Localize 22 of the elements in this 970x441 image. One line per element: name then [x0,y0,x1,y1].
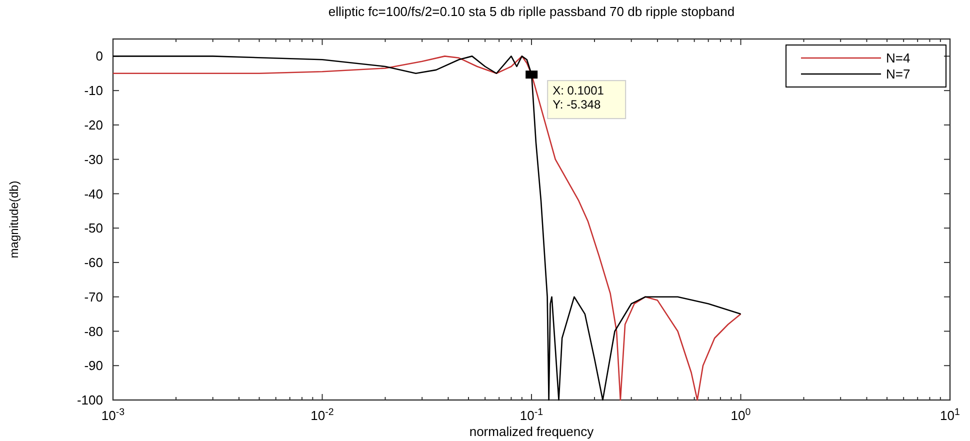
x-tick-label: 10$^{-2}$ [310,406,334,423]
text: N=7 [886,66,910,82]
y-tick-label: -60 [84,255,103,270]
x-tick-label: 10$^{-3}$ [101,406,125,423]
x-tick-label: 10$^{-1}$ [520,406,544,423]
y-tick-label: -10 [84,83,103,98]
x-tick-label: 10$^{0}$ [730,406,752,423]
y-tick-label: -100 [76,392,103,408]
chart-title: elliptic fc=100/fs/2=0.10 sta 5 db riplle passband 70 db ripple stopband [328,4,735,19]
y-tick-label: 0 [96,48,103,64]
y-tick-label: -50 [84,220,103,236]
x-tick-label: 10$^{1}$ [940,406,960,423]
annotation: X: 0.1001 Y: -5.348 [552,84,604,112]
text: N=4 [886,50,910,66]
y-tick-label: -30 [84,152,103,167]
y-tick-label: -40 [84,186,103,202]
y-tick-label: -80 [84,324,103,339]
y-axis-title: magnitude(db) [7,180,21,258]
y-tick-label: -70 [84,289,103,304]
y-tick-label: -90 [84,358,103,374]
y-tick-label: -20 [84,118,103,132]
x-axis-title: normalized frequency [469,424,594,439]
